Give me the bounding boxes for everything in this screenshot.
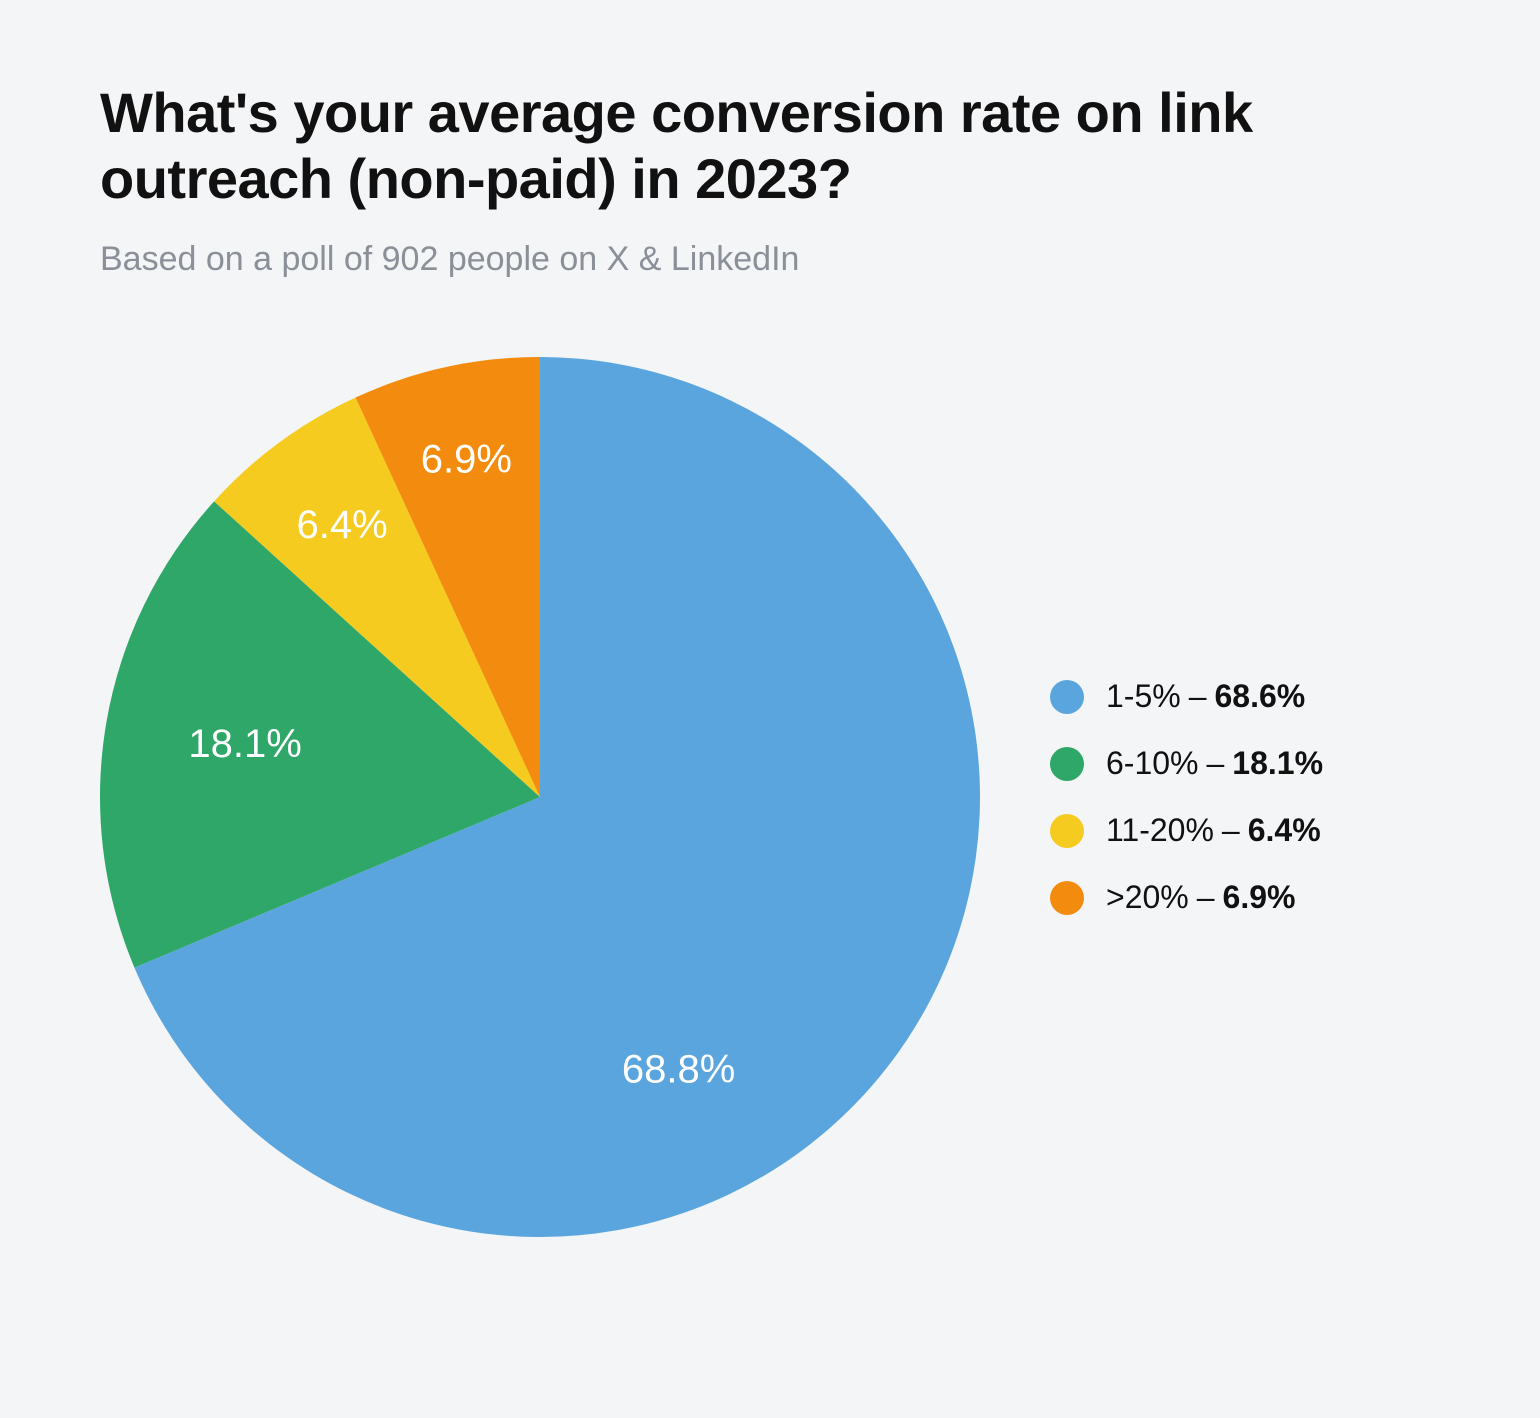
legend-separator: – <box>1189 678 1207 715</box>
legend-swatch <box>1050 881 1084 915</box>
legend-label: >20% <box>1106 879 1189 916</box>
chart-subtitle: Based on a poll of 902 people on X & Lin… <box>100 240 1450 279</box>
pie-slice-label: 68.8% <box>622 1048 735 1092</box>
legend-value: 6.9% <box>1223 879 1296 916</box>
legend-label: 6-10% <box>1106 745 1199 782</box>
legend-label: 1-5% <box>1106 678 1181 715</box>
legend-value: 6.4% <box>1248 812 1321 849</box>
legend-separator: – <box>1197 879 1215 916</box>
legend-label: 11-20% <box>1106 812 1214 849</box>
legend-swatch <box>1050 747 1084 781</box>
pie-chart: 68.8% 18.1% 6.4% 6.9% <box>100 357 980 1237</box>
pie-slice-label: 6.9% <box>421 438 512 482</box>
legend-item: 11-20% – 6.4% <box>1050 812 1323 849</box>
chart-title: What's your average conversion rate on l… <box>100 80 1450 212</box>
chart-row: 68.8% 18.1% 6.4% 6.9% 1-5% – 68.6% 6-10% – 1… <box>100 357 1450 1237</box>
legend-value: 18.1% <box>1232 745 1323 782</box>
legend-separator: – <box>1207 745 1225 782</box>
legend-value: 68.6% <box>1215 678 1306 715</box>
pie-slice-label: 18.1% <box>188 722 301 766</box>
legend-item: 6-10% – 18.1% <box>1050 745 1323 782</box>
legend-item: >20% – 6.9% <box>1050 879 1323 916</box>
legend-item: 1-5% – 68.6% <box>1050 678 1323 715</box>
legend: 1-5% – 68.6% 6-10% – 18.1% 11-20% – 6.4% >2… <box>1050 678 1323 916</box>
legend-swatch <box>1050 680 1084 714</box>
legend-separator: – <box>1222 812 1240 849</box>
page: What's your average conversion rate on l… <box>0 0 1540 1418</box>
legend-swatch <box>1050 814 1084 848</box>
pie-slice-label: 6.4% <box>297 503 388 547</box>
